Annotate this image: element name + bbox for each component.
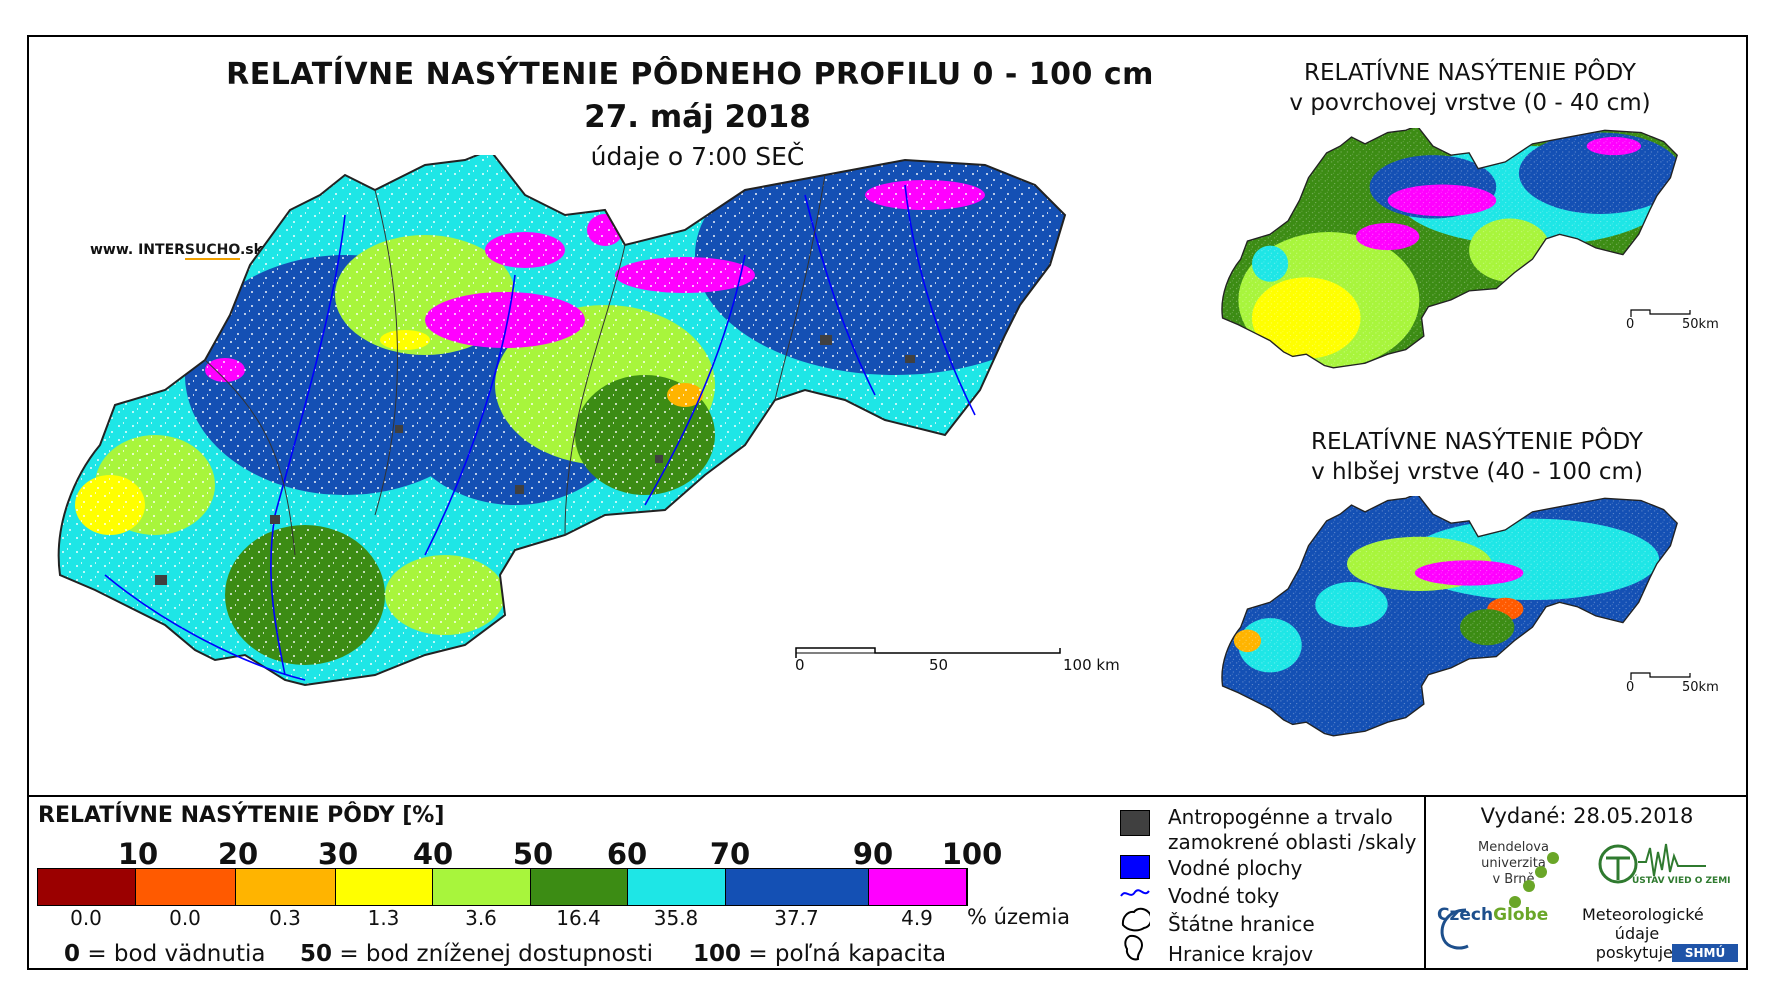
main-scale-0: 0	[795, 656, 805, 674]
legend-share-unit: % územia	[967, 905, 1071, 929]
inset-bottom-scale-bar	[1630, 672, 1691, 680]
main-scale-bar	[795, 647, 1061, 658]
threshold-label: 40	[412, 837, 454, 871]
inset-bottom-scale-0: 0	[1626, 680, 1635, 695]
legend-footnote-0: 0 = bod vädnutia	[64, 941, 266, 967]
inset-top-title: RELATÍVNE NASÝTENIE PÔDY v povrchovej vr…	[1289, 60, 1651, 116]
legend-color-class	[336, 869, 433, 905]
region-border-icon	[1124, 934, 1144, 961]
inset-bottom-scale-50: 50km	[1682, 680, 1719, 695]
threshold-label: 90	[852, 837, 894, 871]
legend-color-class	[433, 869, 531, 905]
legend-color-class	[236, 869, 336, 905]
inset-bottom-map	[1221, 496, 1678, 737]
legend-water-body-label: Vodné plochy	[1168, 856, 1303, 880]
czechglobe-logo: CzechGlobe	[1437, 905, 1549, 925]
legend-share-value: 3.6	[465, 906, 497, 930]
threshold-label: 50	[512, 837, 554, 871]
threshold-label: 30	[317, 837, 359, 871]
legend-title: RELATÍVNE NASÝTENIE PÔDY [%]	[38, 803, 445, 828]
main-scale-100: 100 km	[1063, 656, 1120, 674]
river-icon	[1120, 889, 1150, 897]
legend-color-class	[628, 869, 726, 905]
legend-color-class	[136, 869, 236, 905]
mendel-dots-icon	[1509, 852, 1559, 908]
legend-share-value: 0.0	[169, 906, 201, 930]
legend-share-value: 35.8	[653, 906, 699, 930]
inset-top-scale-0: 0	[1626, 317, 1635, 332]
inset-bottom-title: RELATÍVNE NASÝTENIE PÔDY v hlbšej vrstve…	[1311, 429, 1643, 485]
legend-share-value: 1.3	[367, 906, 400, 930]
main-scale-50: 50	[929, 656, 949, 674]
uvz-label: ÚSTAV VIED O ZEMI	[1632, 876, 1731, 886]
legend-share-value: 16.4	[556, 906, 601, 930]
map-title: RELATÍVNE NASÝTENIE PÔDNEHO PROFILU 0 - …	[226, 57, 1154, 92]
map-date: 27. máj 2018	[584, 99, 811, 135]
legend-color-class	[38, 869, 136, 905]
legend-share-value: 0.0	[70, 906, 102, 930]
legend-divider	[27, 795, 1748, 797]
threshold-label: 20	[217, 837, 259, 871]
threshold-label: 60	[606, 837, 648, 871]
legend-state-border-label: Štátne hranice	[1168, 912, 1315, 936]
inset-top-scale-bar	[1630, 309, 1691, 317]
inset-top-map	[1221, 128, 1678, 369]
website-link[interactable]: www. INTERSUCHO.sk	[90, 242, 263, 260]
threshold-label: 70	[709, 837, 751, 871]
inset-top-scale-50: 50km	[1682, 317, 1719, 332]
data-time-note: údaje o 7:00 SEČ	[590, 142, 805, 171]
legend-share-value: 37.7	[774, 906, 819, 930]
czechglobe-arc-icon	[1440, 908, 1469, 950]
main-map	[57, 155, 1067, 687]
state-border-icon	[1121, 907, 1150, 932]
legend-divider-vertical	[1424, 795, 1426, 970]
meteo-data-note: Meteorologické údaje poskytuje:	[1582, 905, 1704, 962]
legend-color-class	[531, 869, 628, 905]
legend-share-values: 0.0 0.0 0.3 1.3 3.6 16.4 35.8 37.7 4.9	[0, 906, 1000, 934]
legend-share-value: 0.3	[269, 906, 301, 930]
anthropogenic-area-icon	[1120, 810, 1150, 836]
water-body-icon	[1120, 855, 1150, 879]
uvz-logo	[1598, 843, 1706, 884]
legend-footnote-50: 50 = bod zníženej dostupnosti	[300, 941, 654, 967]
legend-river-label: Vodné toky	[1168, 884, 1280, 908]
legend-thresholds: 10 20 30 40 50 60 70 90 100	[0, 837, 1003, 871]
legend-anthropogenic-label: Antropogénne a trvalo zamokrené oblasti /…	[1168, 805, 1417, 854]
shmu-logo: SHMÚ	[1672, 944, 1738, 962]
legend-color-class	[726, 869, 869, 905]
legend-footnote-100: 100 = poľná kapacita	[693, 941, 947, 967]
legend-color-class	[869, 869, 967, 905]
threshold-label: 10	[117, 837, 159, 871]
threshold-label: 100	[941, 837, 1003, 871]
legend-region-border-label: Hranice krajov	[1168, 942, 1314, 966]
legend-share-value: 4.9	[901, 906, 933, 930]
legend-color-bar	[37, 868, 968, 906]
issued-date: Vydané: 28.05.2018	[1480, 804, 1694, 828]
